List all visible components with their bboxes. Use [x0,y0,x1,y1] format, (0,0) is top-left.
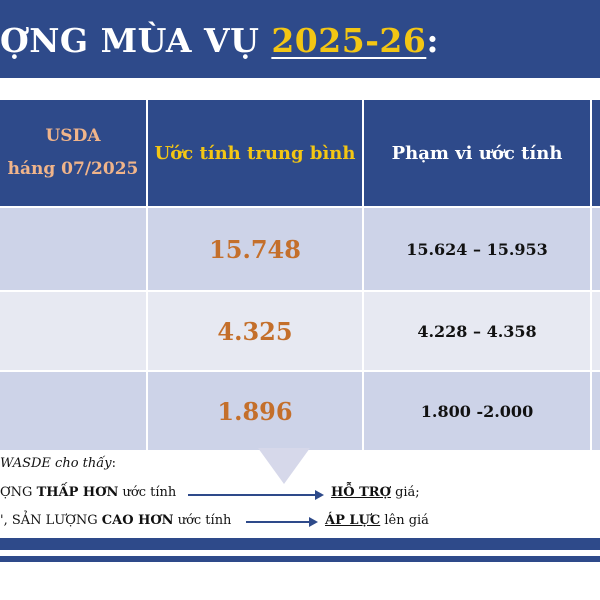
note-line-higher: ', SẢN LƯỢNG CAO HƠN ước tính [0,513,231,528]
header-average: Ước tính trung bình [148,100,362,206]
footer-band-bottom [0,556,600,562]
arrow-right-icon [188,490,324,500]
note-line-higher-result: ÁP LỰC lên giá [325,513,429,528]
note2-post: ước tính [173,513,232,528]
estimates-table: USDA háng 07/2025 Ước tính trung bình Ph… [0,100,600,450]
note1-post: ước tính [118,485,177,500]
row3-extra-cell [592,372,600,450]
header-extra [592,100,600,206]
note2-bold: CAO HƠN [101,513,174,528]
note-intro: WASDE cho thấy: [0,456,116,471]
row3-usda-cell [0,372,146,450]
page-title: ỢNG MÙA VỤ 2025-26: [0,24,439,57]
title-suffix: : [426,21,439,60]
row2-average: 4.325 [148,292,362,370]
note2-result-bold: ÁP LỰC [325,513,381,528]
title-banner: ỢNG MÙA VỤ 2025-26: [0,0,600,78]
row1-usda-cell [0,208,146,290]
note1-result-post: giá; [390,485,420,500]
footer-band-top [0,538,600,550]
title-prefix: ỢNG MÙA VỤ [0,21,272,60]
row3-average: 1.896 [148,372,362,450]
row2-extra-cell [592,292,600,370]
note-line-lower: ỢNG THẤP HƠN ước tính [0,485,176,500]
title-year: 2025-26 [271,21,427,60]
note-line-lower-result: HỖ TRỢ giá; [331,485,420,500]
row3-range: 1.800 -2.000 [364,372,590,450]
note2-result-post: lên giá [380,513,429,528]
header-usda: USDA háng 07/2025 [0,100,146,206]
arrow-right-icon [246,517,318,527]
header-usda-line1: USDA [45,126,101,146]
row2-range: 4.228 – 4.358 [364,292,590,370]
header-usda-line2: háng 07/2025 [7,159,139,179]
row1-average: 15.748 [148,208,362,290]
note2-pre: ', SẢN LƯỢNG [0,513,102,528]
header-range: Phạm vi ước tính [364,100,590,206]
note-intro-text: WASDE cho thấy [0,456,112,471]
note1-pre: ỢNG [0,485,37,500]
row2-usda-cell [0,292,146,370]
row1-extra-cell [592,208,600,290]
callout-pointer [258,448,310,484]
row1-range: 15.624 – 15.953 [364,208,590,290]
note-intro-colon: : [111,456,116,471]
note1-result-bold: HỖ TRỢ [331,485,391,500]
note1-bold: THẤP HƠN [36,485,119,500]
